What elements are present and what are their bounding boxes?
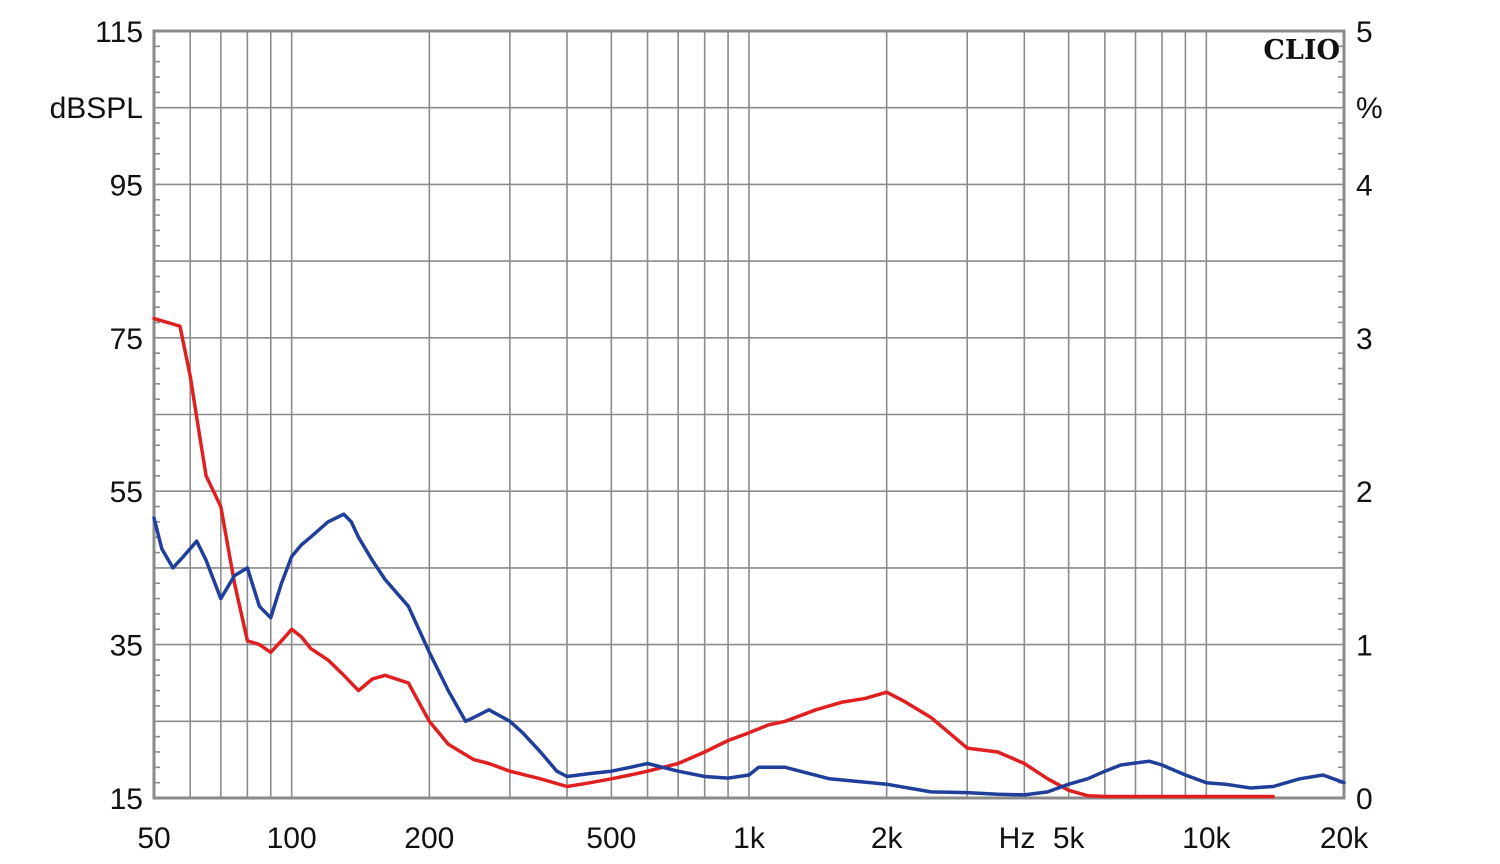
- x-tick-label: 50: [137, 822, 170, 855]
- y-right-tick-label: 1: [1356, 630, 1373, 663]
- y-left-tick-label: 15: [110, 783, 143, 816]
- x-tick-label: 10k: [1182, 822, 1231, 855]
- clio-logo: CLIO: [1263, 35, 1340, 66]
- x-tick-label: 5k: [1053, 822, 1086, 855]
- x-tick-label: 100: [267, 822, 317, 855]
- y-right-tick-label: 2: [1356, 476, 1373, 509]
- y-right-tick-label: 3: [1356, 323, 1373, 356]
- plot-frame: [152, 29, 1346, 800]
- y-left-tick-label: 75: [110, 323, 143, 356]
- x-tick-label: 2k: [871, 822, 904, 855]
- x-axis-tick-labels: 50 100 200 500 1k 2k 5k 10k 20k: [137, 822, 1369, 855]
- x-tick-label: 1k: [733, 822, 766, 855]
- y-right-tick-label: 4: [1356, 169, 1373, 202]
- y-axis-label-right: %: [1356, 92, 1383, 125]
- y-left-tick-label: 55: [110, 476, 143, 509]
- x-tick-label: 500: [586, 822, 636, 855]
- series-red-line: [152, 316, 1275, 799]
- series-layer: [152, 316, 1346, 799]
- x-tick-label: 20k: [1320, 822, 1369, 855]
- y-left-tick-label: 95: [110, 169, 143, 202]
- grid: [154, 31, 1344, 798]
- y-left-tick-label: 35: [110, 630, 143, 663]
- x-axis-label: Hz: [999, 822, 1036, 855]
- y-axis-label-left: dBSPL: [50, 92, 143, 125]
- y-left-tick-label: 115: [95, 16, 143, 49]
- y-left-tick-labels: 15 35 55 75 95 115: [95, 16, 143, 816]
- series-blue-line: [152, 512, 1346, 797]
- y-right-tick-label: 0: [1356, 783, 1373, 816]
- x-tick-label: 200: [404, 822, 454, 855]
- y-right-tick-labels: 0 1 2 3 4 5: [1356, 16, 1373, 816]
- y-right-tick-label: 5: [1356, 16, 1373, 49]
